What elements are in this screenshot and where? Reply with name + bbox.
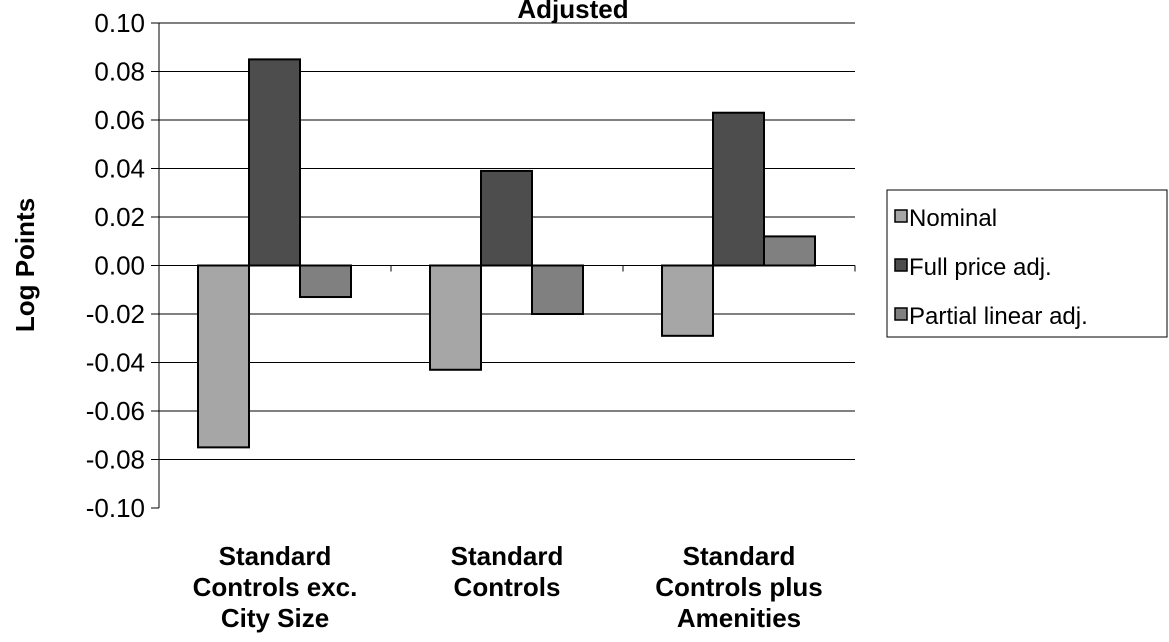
bar bbox=[712, 111, 765, 267]
legend-label: Partial linear adj. bbox=[909, 303, 1088, 330]
y-tick-label: 0.04 bbox=[94, 154, 145, 184]
bar bbox=[429, 264, 482, 371]
y-tick-label: -0.04 bbox=[86, 348, 145, 378]
category-label: Standard Controls exc. City Size bbox=[193, 541, 358, 633]
y-tick-label: -0.08 bbox=[86, 445, 145, 475]
bar bbox=[197, 264, 250, 449]
y-tick-label: -0.10 bbox=[86, 493, 145, 523]
bar bbox=[299, 264, 352, 299]
legend: Nominal Full price adj. Partial linear adj… bbox=[886, 189, 1168, 338]
y-tick-label: 0.10 bbox=[94, 8, 145, 38]
y-tick-label: -0.06 bbox=[86, 396, 145, 426]
y-axis-ticks: 0.10 0.08 0.06 0.04 0.02 0.00 -0.02 -0.04 -0.06 -… bbox=[86, 8, 159, 523]
bar bbox=[661, 264, 714, 337]
y-tick-label: 0.08 bbox=[94, 57, 145, 87]
bar bbox=[763, 235, 816, 267]
legend-label: Nominal bbox=[909, 205, 997, 232]
bar bbox=[248, 58, 301, 267]
y-tick-label: 0.02 bbox=[94, 202, 145, 232]
y-axis-title: Log Points bbox=[10, 198, 40, 332]
category-labels: Standard Controls exc. City Size Standard Co… bbox=[193, 541, 823, 633]
y-tick-label: 0.06 bbox=[94, 105, 145, 135]
bar bbox=[480, 169, 533, 267]
category-label: Standard Controls plus Amenities bbox=[655, 541, 823, 633]
legend-swatch bbox=[894, 307, 908, 321]
legend-swatch bbox=[894, 258, 908, 272]
legend-box bbox=[886, 189, 1168, 338]
category-label: Standard Controls bbox=[451, 541, 564, 602]
legend-label: Full price adj. bbox=[909, 254, 1052, 281]
bars bbox=[159, 58, 856, 449]
legend-swatch bbox=[894, 209, 908, 223]
y-tick-label: -0.02 bbox=[86, 299, 145, 329]
bar bbox=[531, 264, 584, 315]
y-tick-label: 0.00 bbox=[94, 251, 145, 281]
chart-title: Adjusted bbox=[517, 0, 628, 24]
